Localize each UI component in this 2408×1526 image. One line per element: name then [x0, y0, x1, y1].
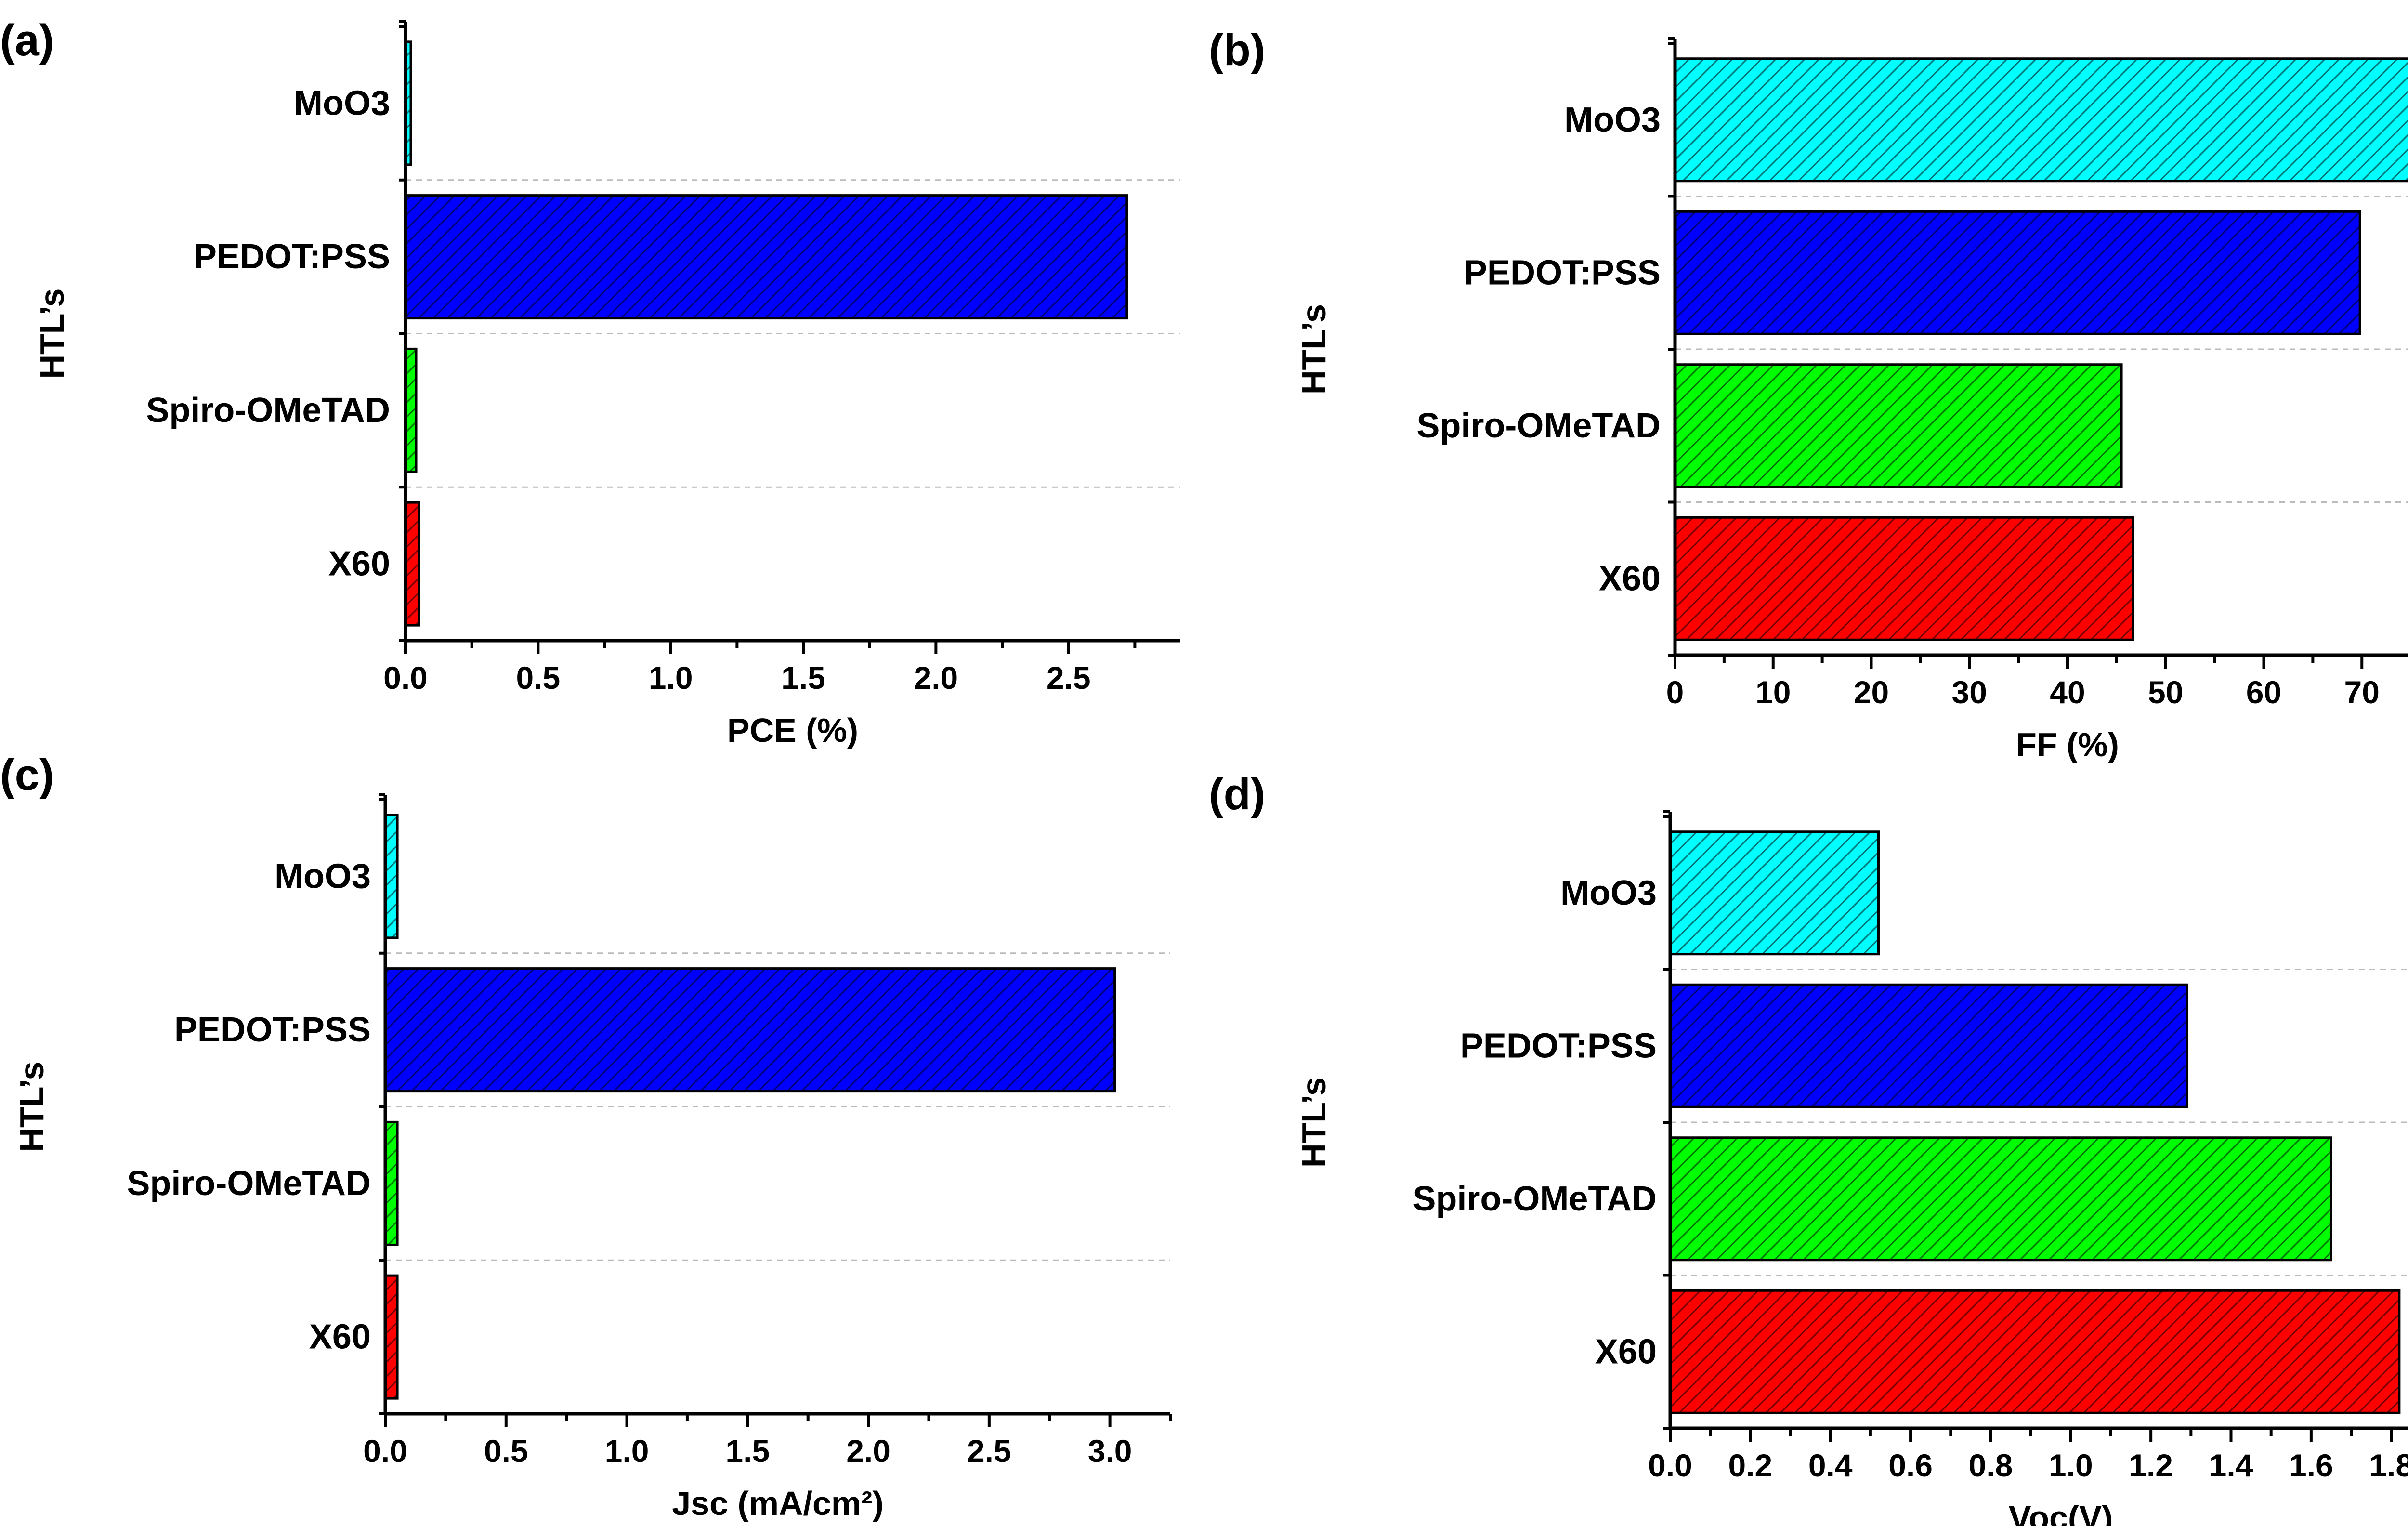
- panel-tag: (c): [0, 750, 54, 800]
- x-tick-label: 2.5: [1047, 660, 1091, 696]
- category-label: PEDOT:PSS: [194, 237, 390, 276]
- x-tick-label: 10: [1755, 674, 1791, 710]
- x-axis-title: FF (%): [2016, 726, 2119, 763]
- x-tick-label: 2.0: [846, 1433, 890, 1469]
- x-tick-label: 0.8: [1969, 1447, 2013, 1483]
- x-tick-label: 1.8: [2369, 1447, 2408, 1483]
- bar-pedot-pss-hatch: [404, 194, 1128, 320]
- bar-spiro-ometad-hatch: [384, 1120, 399, 1246]
- x-tick-label: 0.5: [516, 660, 560, 696]
- category-label: Spiro-OMeTAD: [1416, 407, 1661, 445]
- x-tick-label: 0.5: [484, 1433, 528, 1469]
- x-tick-label: 0.0: [363, 1433, 407, 1469]
- x-tick-label: 20: [1854, 674, 1889, 710]
- category-label: Spiro-OMeTAD: [1413, 1180, 1657, 1218]
- category-label: MoO3: [1564, 101, 1661, 139]
- panel-tag: (d): [1209, 770, 1265, 819]
- category-label: PEDOT:PSS: [174, 1011, 371, 1049]
- bar-moo3-hatch: [384, 814, 399, 939]
- x-tick-label: 1.0: [605, 1433, 649, 1469]
- x-tick-label: 60: [2246, 674, 2281, 710]
- bar-x60-hatch: [1669, 1289, 2401, 1414]
- bar-pedot-pss-hatch: [1669, 983, 2188, 1108]
- bar-moo3-hatch: [1674, 57, 2408, 183]
- x-tick-label: 1.0: [2049, 1447, 2093, 1483]
- category-label: X60: [1599, 559, 1661, 598]
- x-tick-label: 0.6: [1888, 1447, 1933, 1483]
- panel-tag: (b): [1209, 26, 1265, 75]
- x-tick-label: 0.0: [383, 660, 428, 696]
- panel-tag: (a): [0, 16, 54, 65]
- x-axis-title: Jsc (mA/cm²): [672, 1485, 884, 1522]
- x-tick-label: 70: [2344, 674, 2380, 710]
- x-tick-label: 2.5: [967, 1433, 1011, 1469]
- y-axis-title: HTL’s: [33, 289, 71, 379]
- bar-pedot-pss-hatch: [384, 967, 1116, 1093]
- bar-spiro-ometad-hatch: [1674, 363, 2123, 488]
- category-label: MoO3: [275, 857, 371, 895]
- x-tick-label: 1.4: [2209, 1447, 2253, 1483]
- x-tick-label: 0.0: [1648, 1447, 1692, 1483]
- x-tick-label: 50: [2148, 674, 2183, 710]
- y-axis-title: HTL’s: [1295, 1077, 1333, 1168]
- category-label: MoO3: [294, 84, 390, 122]
- bar-pedot-pss-hatch: [1674, 210, 2361, 335]
- y-axis-title: HTL’s: [13, 1062, 51, 1152]
- panel-d: (d) MoO3 PEDOT:PSS Spiro-OMeTAD X60 0.0 0.2 0.4…: [1209, 770, 2408, 1526]
- x-tick-label: 0: [1666, 674, 1684, 710]
- bar-moo3-hatch: [1669, 830, 1880, 956]
- category-label: Spiro-OMeTAD: [127, 1164, 371, 1203]
- category-label: MoO3: [1560, 874, 1657, 912]
- x-tick-label: 1.2: [2129, 1447, 2173, 1483]
- x-tick-label: 0.4: [1808, 1447, 1853, 1483]
- x-tick-label: 3.0: [1088, 1433, 1132, 1469]
- x-tick-label: 2.0: [914, 660, 958, 696]
- category-label: X60: [328, 545, 390, 583]
- x-tick-label: 1.5: [725, 1433, 770, 1469]
- x-axis-title: Voc(V): [2009, 1499, 2113, 1526]
- category-label: PEDOT:PSS: [1464, 253, 1661, 292]
- bar-x60-hatch: [384, 1274, 399, 1400]
- x-tick-label: 1.6: [2289, 1447, 2333, 1483]
- y-axis-title: HTL’s: [1295, 304, 1333, 395]
- panel-a: (a) MoO3 PEDOT:PSS Spiro-OMeTAD X60 0.0 0.5 1.0…: [0, 16, 1180, 749]
- category-label: Spiro-OMeTAD: [146, 391, 390, 430]
- bar-x60-hatch: [404, 501, 420, 627]
- category-label: PEDOT:PSS: [1460, 1026, 1657, 1065]
- bar-x60-hatch: [1674, 516, 2135, 641]
- x-tick-label: 0.2: [1728, 1447, 1772, 1483]
- category-label: X60: [309, 1318, 371, 1356]
- x-tick-label: 30: [1952, 674, 1987, 710]
- x-axis-title: PCE (%): [727, 711, 858, 749]
- category-label: X60: [1595, 1332, 1657, 1371]
- x-tick-label: 40: [2050, 674, 2085, 710]
- x-tick-label: 1.5: [781, 660, 825, 696]
- panel-c: (c) MoO3 PEDOT:PSS Spiro-OMeTAD X60 0.0 0.5 1.0…: [0, 750, 1172, 1522]
- x-tick-label: 1.0: [649, 660, 693, 696]
- bar-spiro-ometad-hatch: [1669, 1136, 2332, 1262]
- panel-b: (b) MoO3 PEDOT:PSS Spiro-OMeTAD X60 0 10 20 30 40…: [1209, 26, 2408, 763]
